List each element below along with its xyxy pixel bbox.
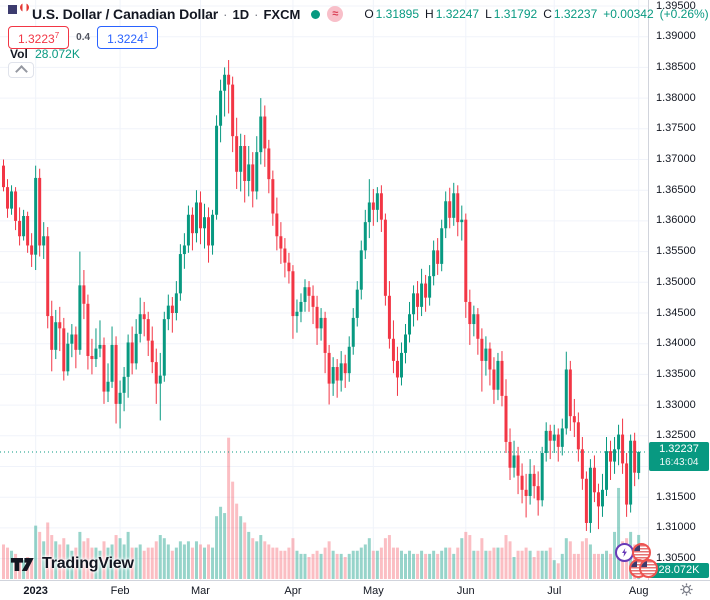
gear-icon — [680, 583, 693, 596]
buy-button[interactable]: 1.32241 — [97, 26, 159, 49]
price-tick-label: 1.35000 — [656, 275, 696, 288]
price-tick-label: 1.33500 — [656, 367, 696, 380]
lightning-icon — [622, 548, 627, 557]
tradingview-logo[interactable]: TradingView — [10, 555, 134, 573]
collapse-legend-button[interactable] — [8, 62, 34, 78]
price-tick-label: 1.32500 — [656, 429, 696, 442]
low-label: L — [485, 7, 492, 21]
us-event-icon[interactable] — [639, 559, 658, 578]
price-tick-label: 1.36000 — [656, 214, 696, 227]
price-tick-label: 1.39000 — [656, 30, 696, 43]
volume-label: Vol — [10, 47, 28, 61]
price-tick-label: 1.34500 — [656, 306, 696, 319]
price-tick-label: 1.38500 — [656, 60, 696, 73]
close-label: C — [543, 7, 552, 21]
open-value: 1.31895 — [375, 7, 420, 21]
sell-button[interactable]: 1.32237 — [8, 26, 70, 49]
interval-label[interactable]: 1D — [232, 6, 250, 22]
change-value: +0.00342 — [603, 7, 654, 21]
price-tick-label: 1.36500 — [656, 183, 696, 196]
current-price-label: 1.32237 16:43:04 — [649, 442, 709, 471]
symbol-flag-icon — [8, 1, 30, 24]
volume-value: 28.072K — [35, 47, 80, 61]
price-tick-label: 1.37000 — [656, 153, 696, 165]
time-tick-label: Apr — [284, 585, 302, 597]
price-axis[interactable]: 1.39500 1.39000 1.38500 1.38000 1.37500 1.370… — [648, 0, 710, 580]
price-tick-label: 1.38000 — [656, 91, 696, 104]
volume-legend: Vol 28.072K — [10, 47, 80, 61]
change-percent: (+0.26%) — [659, 7, 709, 21]
event-markers — [615, 543, 658, 579]
price-tick-label: 1.37500 — [656, 122, 696, 135]
bar-countdown: 16:43:04 — [659, 457, 699, 468]
order-panel: 1.32237 0.4 1.32241 — [8, 26, 159, 49]
low-value: 1.31792 — [493, 7, 538, 21]
price-tick-label: 1.39500 — [656, 0, 696, 12]
time-tick-label: 2023 — [23, 585, 48, 597]
current-volume-label: 28.072K — [649, 563, 709, 578]
time-tick-label: Jun — [456, 585, 475, 597]
time-tick-label: Aug — [628, 585, 649, 597]
time-tick-label: Mar — [190, 585, 210, 597]
high-value: 1.32247 — [435, 7, 480, 21]
open-label: O — [364, 7, 374, 21]
separator-dot: · — [254, 6, 259, 22]
close-value: 1.32237 — [553, 7, 598, 21]
current-price-value: 1.32237 — [659, 443, 699, 455]
time-tick-label: Jul — [547, 585, 562, 597]
ohlc-values: O 1.31895 H 1.32247 L 1.31792 C 1.32237 +0.0… — [364, 7, 708, 21]
time-tick-label: May — [362, 585, 384, 597]
price-tick-label: 1.33000 — [656, 398, 696, 411]
symbol-legend: U.S. Dollar / Canadian Dollar · 1D · FXC… — [8, 1, 709, 24]
time-tick-label: Feb — [110, 585, 130, 597]
tradingview-logo-text: TradingView — [42, 555, 134, 572]
price-tick-label: 1.35500 — [656, 245, 696, 258]
delayed-data-icon[interactable]: ≈ — [327, 6, 344, 22]
price-tick-label: 1.30500 — [656, 552, 696, 565]
spread-value: 0.4 — [76, 32, 91, 43]
time-axis[interactable]: 2023 Feb Mar Apr May Jun Jul Aug — [0, 580, 710, 600]
chevron-up-icon — [14, 65, 28, 78]
symbol-title[interactable]: U.S. Dollar / Canadian Dollar — [32, 6, 219, 22]
tradingview-logo-icon — [10, 557, 34, 571]
exchange-label[interactable]: FXCM — [263, 6, 301, 22]
price-tick-label: 1.31500 — [656, 490, 696, 503]
price-tick-label: 1.34000 — [656, 337, 696, 350]
price-tick-label: 1.31000 — [656, 521, 696, 534]
axis-settings-button[interactable] — [679, 582, 695, 598]
separator-dot: · — [223, 6, 228, 22]
market-status-icon[interactable] — [311, 9, 321, 19]
high-label: H — [425, 7, 434, 21]
